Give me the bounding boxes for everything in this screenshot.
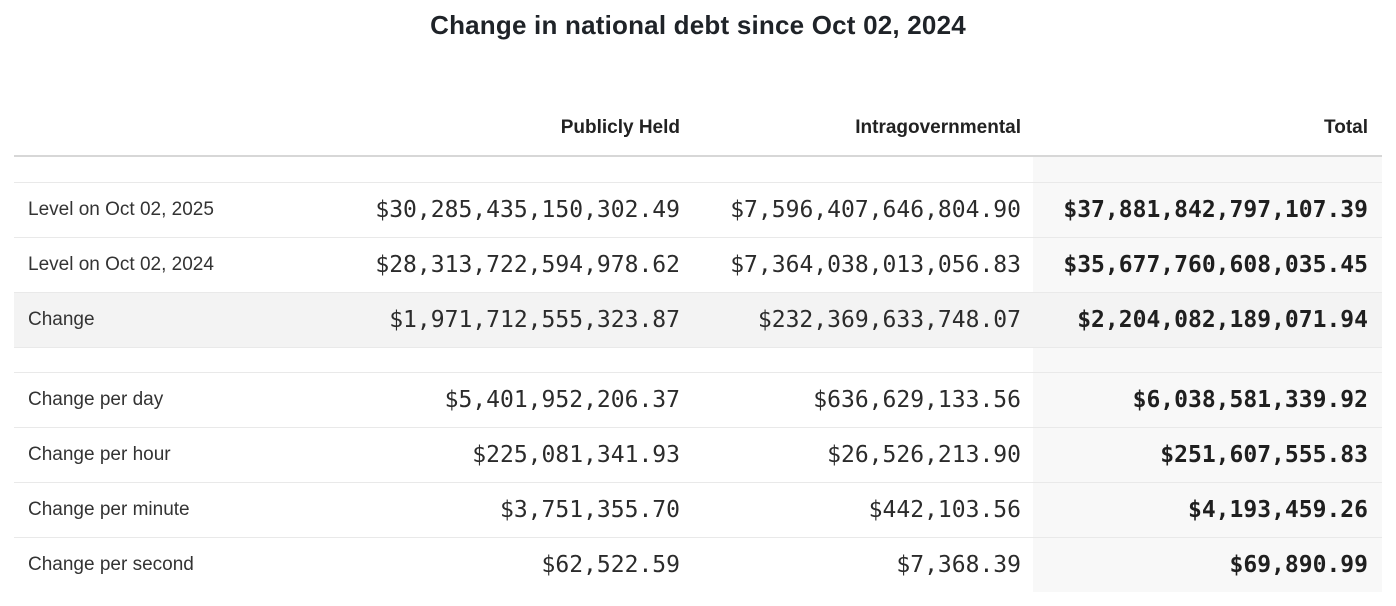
page-title-regular: Change in national debt (430, 10, 730, 40)
row-label: Level on Oct 02, 2025 (28, 199, 214, 220)
total-value: $4,193,459.26 (1033, 483, 1382, 537)
table-body: Level on Oct 02, 2025 $30,285,435,150,30… (14, 155, 1382, 592)
table-header-row: Publicly Held Intragovernmental Total (14, 100, 1382, 155)
table-row-change-per-minute: Change per minute $3,751,355.70 $442,103… (14, 482, 1382, 537)
row-label: Change (28, 309, 95, 330)
spacer-row (14, 347, 1382, 372)
intragovernmental-value: $636,629,133.56 (813, 387, 1021, 413)
table-row-level-2025: Level on Oct 02, 2025 $30,285,435,150,30… (14, 182, 1382, 237)
total-value: $35,677,760,608,035.45 (1033, 238, 1382, 292)
table-row-change: Change $1,971,712,555,323.87 $232,369,63… (14, 292, 1382, 347)
row-label: Change per second (28, 554, 194, 575)
page-title-bold: since Oct 02, 2024 (736, 10, 966, 40)
total-value: $37,881,842,797,107.39 (1033, 183, 1382, 237)
intragovernmental-value: $232,369,633,748.07 (757, 307, 1021, 333)
intragovernmental-value: $7,368.39 (896, 552, 1021, 578)
header-publicly-held: Publicly Held (560, 116, 680, 138)
publicly-held-value: $30,285,435,150,302.49 (375, 197, 680, 223)
row-label: Change per day (28, 389, 164, 410)
table-row-change-per-hour: Change per hour $225,081,341.93 $26,526,… (14, 427, 1382, 482)
publicly-held-value: $3,751,355.70 (499, 497, 680, 523)
intragovernmental-value: $7,596,407,646,804.90 (730, 197, 1021, 223)
row-label: Level on Oct 02, 2024 (28, 254, 214, 275)
debt-table: Publicly Held Intragovernmental Total Le… (14, 100, 1382, 592)
total-value: $6,038,581,339.92 (1033, 373, 1382, 427)
publicly-held-value: $1,971,712,555,323.87 (389, 307, 680, 333)
row-label: Change per hour (28, 444, 171, 465)
publicly-held-value: $28,313,722,594,978.62 (375, 252, 680, 278)
spacer-row (14, 157, 1382, 182)
total-value: $69,890.99 (1033, 538, 1382, 592)
table-row-change-per-day: Change per day $5,401,952,206.37 $636,62… (14, 372, 1382, 427)
publicly-held-value: $62,522.59 (541, 552, 680, 578)
intragovernmental-value: $442,103.56 (868, 497, 1021, 523)
total-value: $251,607,555.83 (1033, 428, 1382, 482)
page-title: Change in national debt since Oct 02, 20… (0, 0, 1396, 40)
table-row-level-2024: Level on Oct 02, 2024 $28,313,722,594,97… (14, 237, 1382, 292)
header-total: Total (1324, 116, 1368, 138)
row-label: Change per minute (28, 499, 190, 520)
publicly-held-value: $5,401,952,206.37 (444, 387, 680, 413)
total-value: $2,204,082,189,071.94 (1077, 307, 1368, 333)
header-empty-cell (14, 100, 344, 155)
table-row-change-per-second: Change per second $62,522.59 $7,368.39 $… (14, 537, 1382, 592)
intragovernmental-value: $26,526,213.90 (827, 442, 1021, 468)
header-intragovernmental: Intragovernmental (855, 116, 1021, 138)
intragovernmental-value: $7,364,038,013,056.83 (730, 252, 1021, 278)
publicly-held-value: $225,081,341.93 (472, 442, 680, 468)
